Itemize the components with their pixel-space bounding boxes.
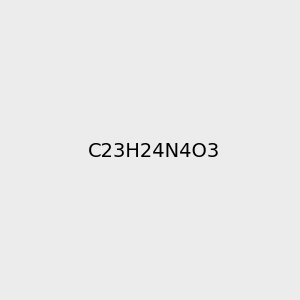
Text: C23H24N4O3: C23H24N4O3 [88, 142, 220, 161]
